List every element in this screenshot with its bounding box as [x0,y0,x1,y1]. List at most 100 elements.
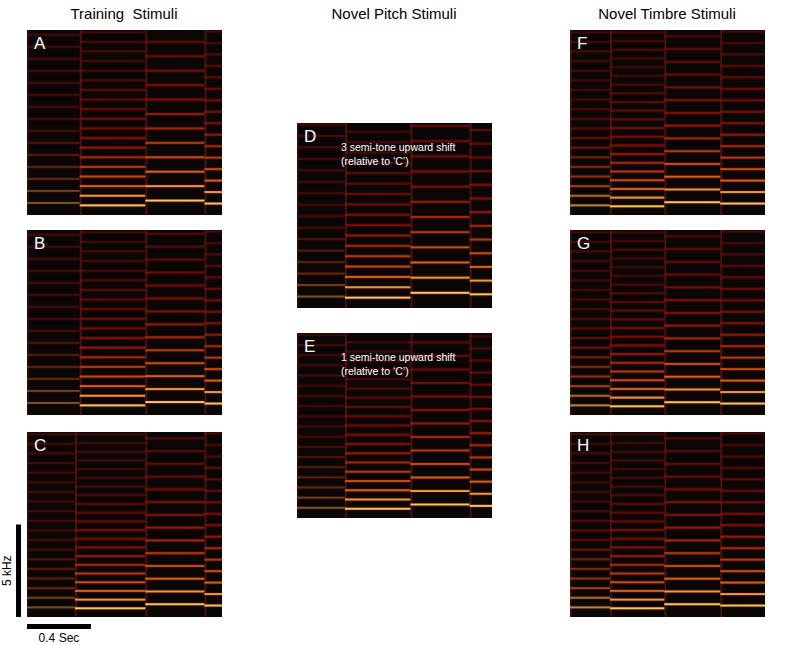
harmonic [27,378,80,380]
harmonic-glow [470,480,492,484]
harmonic-glow [297,496,345,500]
harmonic [204,501,222,503]
harmonics [297,333,492,518]
harmonic [720,88,765,90]
harmonic [720,265,765,267]
harmonic [570,433,610,435]
harmonic-glow [145,500,204,504]
harmonic [720,391,765,393]
harmonic-glow [664,487,720,491]
harmonic-glow [297,295,345,299]
panel-background [570,30,765,215]
harmonic [27,558,75,560]
harmonic [27,342,80,344]
harmonic-glow [610,204,664,208]
harmonic-glow [80,136,146,140]
harmonic [664,603,720,605]
harmonic [145,185,204,187]
harmonic [720,432,765,434]
harmonic [664,590,720,592]
harmonic [27,94,80,96]
harmonic [664,137,720,139]
harmonic [570,137,610,139]
harmonic [345,214,411,216]
harmonic [27,366,80,368]
harmonic [27,282,80,284]
harmonic-glow [297,145,345,149]
harmonic-glow [297,485,345,489]
harmonic-glow [145,284,204,288]
harmonic-glow [410,245,469,249]
harmonic [204,42,222,44]
harmonic [570,395,610,397]
harmonic [145,200,204,202]
harmonic [145,401,204,403]
harmonic [470,239,492,241]
harmonic-glow [720,569,765,573]
harmonic-glow [345,182,411,186]
harmonic [204,230,222,232]
harmonic-glow [204,321,222,325]
harmonic [27,539,75,541]
harmonic-glow [145,271,204,275]
harmonic-glow [720,110,765,114]
harmonic [204,76,222,78]
harmonic [720,605,765,607]
harmonic [145,488,204,490]
harmonic-glow [720,432,765,435]
harmonic-glow [470,210,492,214]
harmonic [297,192,345,194]
harmonic [570,510,610,512]
harmonic-glow [345,130,411,134]
harmonic-glow [80,59,146,63]
harmonic [410,382,469,384]
harmonic-glow [410,408,469,412]
harmonic-glow [297,214,345,218]
harmonic [664,35,720,37]
harmonic-glow [27,293,80,297]
harmonic-glow [664,400,720,404]
harmonic [27,118,80,120]
harmonic-glow [610,598,664,602]
harmonic-glow [204,41,222,45]
harmonic [297,123,345,125]
harmonic [664,388,720,390]
harmonic-glow [720,546,765,550]
harmonic-glow [610,161,664,165]
harmonic [145,127,204,129]
harmonic [570,118,610,120]
harmonic [80,385,146,387]
harmonic [27,568,75,570]
harmonic-glow [204,356,222,360]
harmonic-glow [410,394,469,398]
harmonic [80,260,146,262]
harmonic [410,246,469,248]
harmonic-glow [75,432,145,436]
harmonic [570,147,610,149]
harmonic [720,334,765,336]
harmonic [570,606,610,608]
harmonic-glow [204,489,222,493]
harmonic-glow [80,203,146,207]
harmonic [664,235,720,237]
harmonic-glow [27,490,75,494]
harmonic [80,308,146,310]
harmonic [470,493,492,495]
harmonic-glow [27,69,80,73]
harmonic [570,529,610,531]
harmonic-glow [570,317,610,321]
harmonic [720,490,765,492]
harmonic [664,312,720,314]
harmonic [720,380,765,382]
harmonic-glow [27,81,80,85]
harmonic-glow [570,326,610,330]
harmonic [664,201,720,203]
harmonic [145,246,204,248]
harmonic [204,467,222,469]
harmonic [570,520,610,522]
harmonic-glow [345,213,411,217]
harmonic [80,289,146,291]
harmonic [27,597,75,599]
harmonic [470,211,492,213]
harmonic [570,337,610,339]
